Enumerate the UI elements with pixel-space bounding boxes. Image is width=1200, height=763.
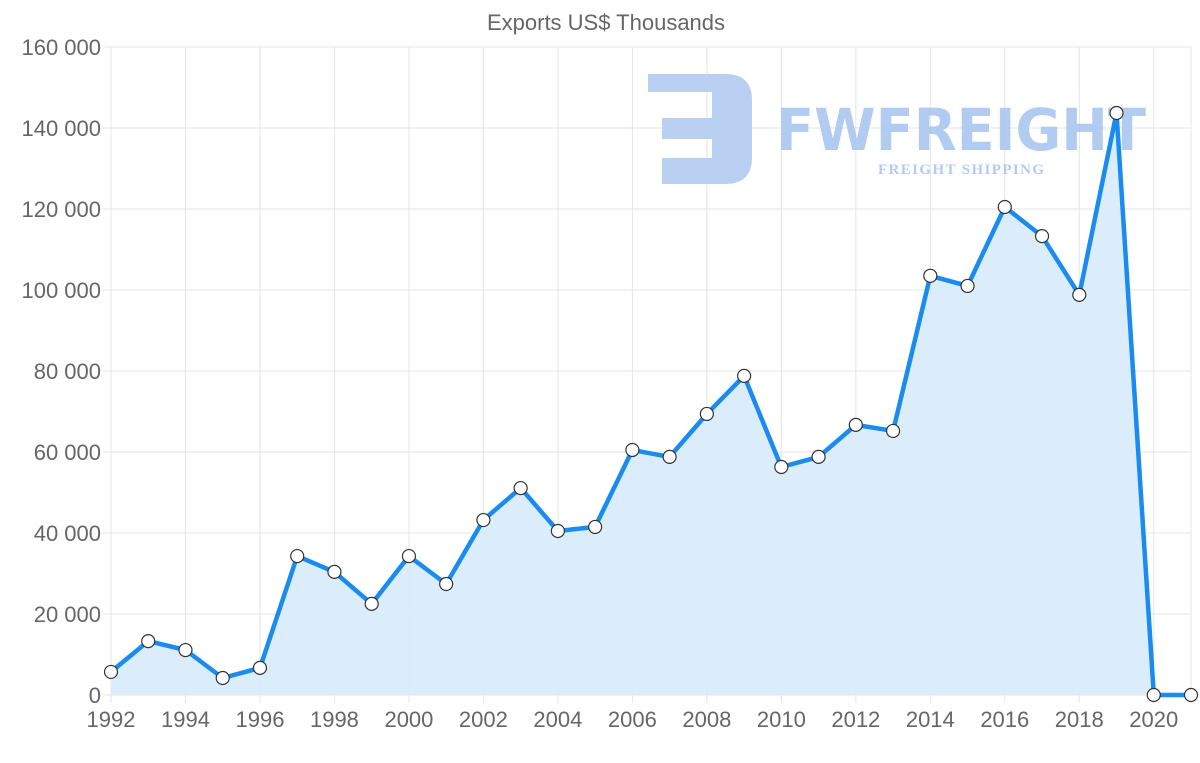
data-point-2000[interactable] [401, 548, 417, 564]
data-point-1993[interactable] [141, 634, 156, 649]
logo-mark-icon [648, 74, 752, 184]
data-point-1997[interactable] [290, 548, 305, 564]
data-point-2016[interactable] [997, 199, 1012, 215]
data-point-1995[interactable] [215, 670, 230, 686]
x-tick-label: 2002 [459, 707, 508, 732]
data-point-1998[interactable] [327, 564, 342, 579]
y-tick-label: 140 000 [21, 116, 101, 141]
data-point-2002[interactable] [476, 512, 491, 528]
y-tick-label: 100 000 [21, 278, 101, 303]
data-point-2001[interactable] [439, 576, 454, 592]
data-point-1994[interactable] [178, 642, 193, 658]
data-point-2004[interactable] [550, 523, 565, 539]
data-point-2019[interactable] [1109, 105, 1124, 121]
data-point-2017[interactable] [1034, 229, 1050, 244]
x-tick-label: 2020 [1129, 707, 1178, 732]
data-point-2011[interactable] [811, 449, 826, 464]
data-point-2005[interactable] [588, 519, 603, 535]
x-tick-label: 2014 [906, 707, 955, 732]
data-point-2014[interactable] [923, 268, 938, 283]
data-point-2008[interactable] [699, 406, 714, 422]
x-tick-label: 2006 [608, 707, 657, 732]
y-tick-label: 60 000 [34, 440, 101, 465]
x-tick-label: 2010 [757, 707, 806, 732]
chart-title: Exports US$ Thousands [487, 10, 725, 35]
y-tick-label: 20 000 [34, 602, 101, 627]
data-point-2020[interactable] [1146, 687, 1161, 703]
data-point-2018[interactable] [1072, 287, 1087, 302]
data-point-1999[interactable] [364, 596, 379, 611]
data-point-2007[interactable] [662, 449, 677, 464]
data-point-1996[interactable] [252, 660, 268, 675]
data-point-2009[interactable] [737, 368, 752, 383]
data-point-2006[interactable] [625, 442, 640, 458]
x-tick-label: 1992 [87, 707, 136, 732]
data-point-1992[interactable] [103, 664, 119, 680]
y-tick-label: 40 000 [34, 521, 101, 546]
data-point-2015[interactable] [960, 278, 975, 294]
x-tick-label: 2018 [1055, 707, 1104, 732]
x-tick-label: 1994 [161, 707, 210, 732]
data-point-2003[interactable] [513, 480, 528, 496]
x-tick-label: 2016 [980, 707, 1029, 732]
y-tick-label: 0 [89, 683, 101, 708]
x-tick-label: 2012 [831, 707, 880, 732]
x-tick-label: 1996 [235, 707, 284, 732]
area-fill [111, 113, 1191, 695]
data-point-2012[interactable] [848, 417, 863, 432]
y-tick-label: 120 000 [21, 197, 101, 222]
data-point-2013[interactable] [885, 423, 901, 439]
data-point-2010[interactable] [774, 459, 789, 475]
data-point-2021[interactable] [1183, 687, 1199, 703]
watermark-tagline: FREIGHT SHIPPING [878, 162, 1044, 178]
x-tick-label: 2004 [533, 707, 582, 732]
x-tick-label: 2008 [682, 707, 731, 732]
watermark-brand: FWFREIGHT [776, 96, 1146, 164]
y-tick-label: 80 000 [34, 359, 101, 384]
series-line [109, 110, 1191, 698]
y-tick-label: 160 000 [21, 35, 101, 60]
x-tick-label: 2000 [384, 707, 433, 732]
x-tick-label: 1998 [310, 707, 359, 732]
